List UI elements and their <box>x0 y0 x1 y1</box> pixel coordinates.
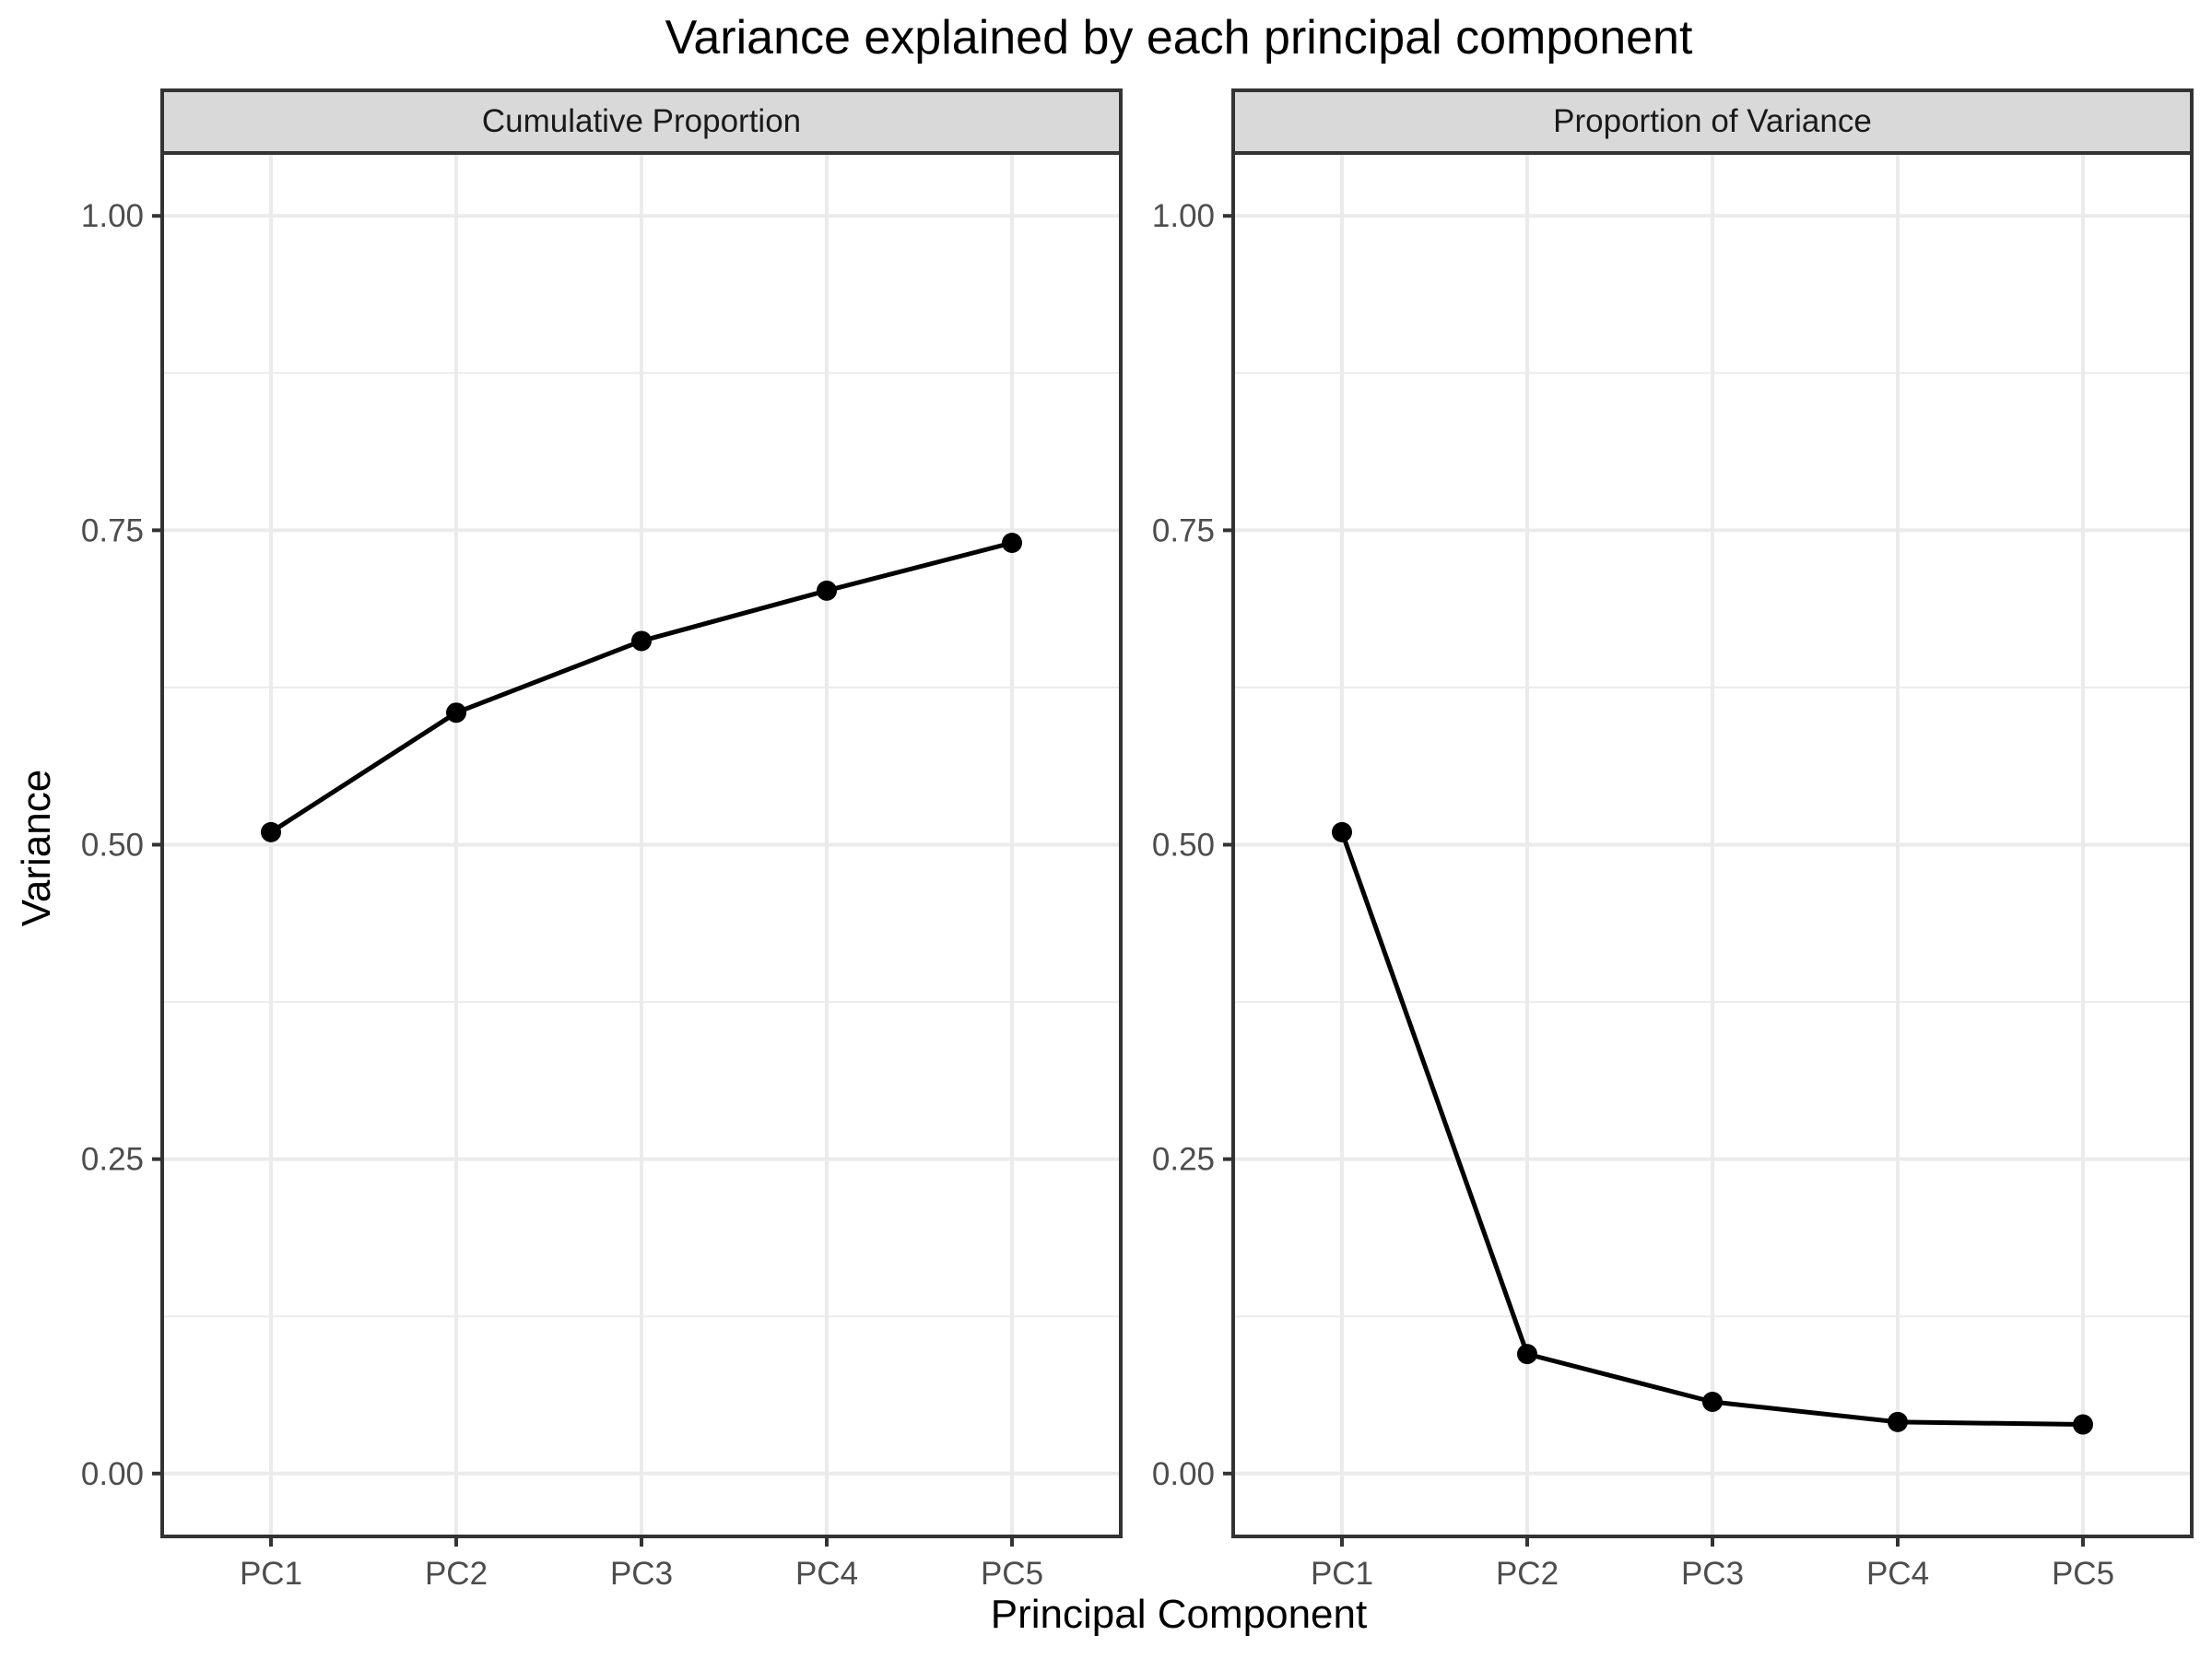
y-tick-label: 0.50 <box>1152 828 1215 864</box>
y-tick-label: 0.00 <box>81 1456 144 1492</box>
data-point <box>1888 1411 1908 1432</box>
x-tick-label: PC3 <box>1681 1556 1744 1592</box>
x-tick-label: PC2 <box>1496 1556 1559 1592</box>
x-axis-title: Principal Component <box>991 1592 1367 1637</box>
x-tick-label: PC5 <box>981 1556 1043 1592</box>
y-tick-label: 0.75 <box>81 512 144 548</box>
y-tick-label: 0.25 <box>81 1142 144 1178</box>
facet-panel: Proportion of Variance 0.00 0.25 0.50 0.75 1.… <box>1152 88 2194 1592</box>
data-point <box>2073 1414 2093 1435</box>
chart-title: Variance explained by each principal com… <box>665 11 1693 65</box>
data-point <box>261 821 281 842</box>
facet-strip <box>1231 88 2194 155</box>
x-tick-label: PC2 <box>425 1556 488 1592</box>
x-tick-label: PC4 <box>795 1556 858 1592</box>
data-point <box>446 702 466 724</box>
facet-strip <box>160 88 1123 155</box>
x-tick-label: PC4 <box>1866 1556 1929 1592</box>
x-tick-label: PC1 <box>240 1556 302 1592</box>
data-point <box>817 580 837 601</box>
x-tick-label: PC1 <box>1311 1556 1373 1592</box>
y-tick-label: 1.00 <box>81 198 144 234</box>
y-tick-label: 0.25 <box>1152 1142 1215 1178</box>
data-point <box>631 630 652 652</box>
data-point <box>1702 1391 1723 1412</box>
x-tick-label: PC3 <box>610 1556 673 1592</box>
facet-panel: Cumulative Proportion 0.00 0.25 0.50 0.75 1.0… <box>81 88 1123 1592</box>
y-tick-label: 0.00 <box>1152 1456 1215 1492</box>
y-axis-title: Variance <box>14 770 59 926</box>
facet-strip-label: Cumulative Proportion <box>482 103 801 139</box>
y-tick-label: 1.00 <box>1152 198 1215 234</box>
x-tick-label: PC5 <box>2052 1556 2114 1592</box>
facet-strip-label: Proportion of Variance <box>1553 103 1872 139</box>
data-point <box>1517 1344 1537 1365</box>
y-tick-label: 0.50 <box>81 828 144 864</box>
data-point <box>1332 821 1352 842</box>
data-point <box>1002 533 1022 554</box>
y-tick-label: 0.75 <box>1152 512 1215 548</box>
facet-panels: Cumulative Proportion 0.00 0.25 0.50 0.75 1.0… <box>81 88 2194 1592</box>
